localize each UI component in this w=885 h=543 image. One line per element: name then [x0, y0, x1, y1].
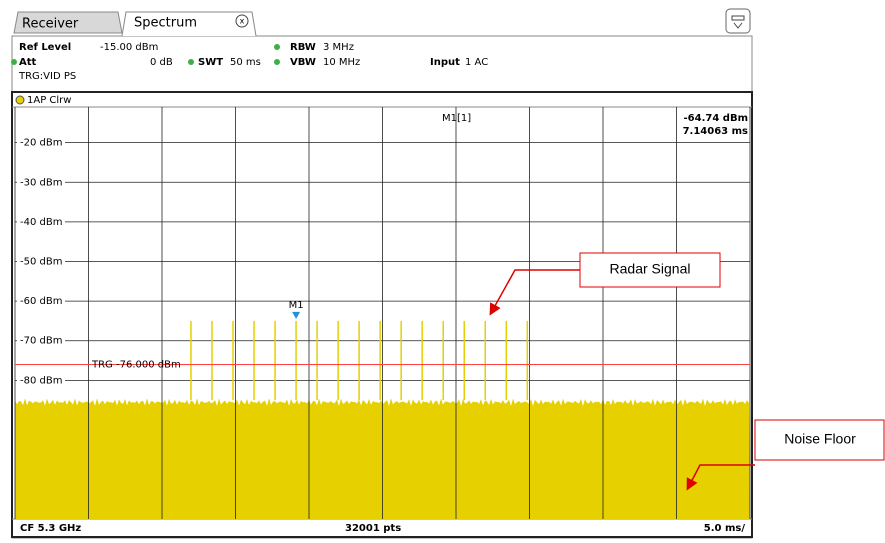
- plot-frame: [11, 91, 753, 538]
- y-tick-label: -40 dBm: [20, 217, 62, 228]
- y-tick-label: -30 dBm: [20, 177, 62, 188]
- marker-label: M1: [289, 300, 304, 311]
- value: 0 dB: [150, 57, 173, 68]
- y-tick-label: -80 dBm: [20, 375, 62, 386]
- y-tick-label: -20 dBm: [20, 138, 62, 149]
- value: -15.00 dBm: [100, 42, 158, 53]
- tab-close[interactable]: [235, 14, 249, 28]
- label: RBW: [290, 42, 316, 53]
- tab-label: Receiver: [22, 17, 79, 32]
- tab-spectrum[interactable]: [121, 11, 257, 37]
- dot: [188, 59, 194, 65]
- label: Input: [430, 57, 460, 68]
- footer-pts: 32001 pts: [345, 523, 401, 534]
- label: SWT: [198, 57, 223, 68]
- trace-label: 1AP Clrw: [27, 95, 71, 106]
- footer-span: 5.0 ms/: [704, 523, 746, 534]
- value: 50 ms: [230, 57, 261, 68]
- callout-arrow: [686, 464, 755, 491]
- value: 10 MHz: [323, 57, 360, 68]
- label-bg: [17, 373, 65, 388]
- callout-arrow: [489, 269, 580, 316]
- value: 3 MHz: [323, 42, 354, 53]
- label-bg: [17, 254, 65, 269]
- trigger-label: TRG -76.000 dBm: [91, 360, 181, 371]
- callout-box: [754, 419, 885, 461]
- value: 1 AC: [465, 57, 488, 68]
- label: Ref Level: [19, 42, 71, 53]
- trigger-info: TRG:VID PS: [18, 71, 76, 82]
- trace-dot: [15, 95, 25, 105]
- menu-icon: [731, 15, 745, 29]
- marker-value: -64.74 dBm: [684, 113, 748, 124]
- label-bg: [17, 294, 65, 309]
- tab-receiver[interactable]: [13, 11, 123, 34]
- menu-button[interactable]: [725, 8, 751, 34]
- y-tick-label: -60 dBm: [20, 296, 62, 307]
- callout-box: [579, 252, 721, 288]
- marker: [292, 311, 301, 319]
- marker-readout: M1[1]: [442, 113, 471, 124]
- dot: [11, 59, 17, 65]
- callout-text: Radar Signal: [610, 261, 691, 277]
- label-bg: [17, 175, 65, 190]
- footer-cf: CF 5.3 GHz: [20, 523, 81, 534]
- label-bg: [17, 333, 65, 348]
- label: Att: [19, 57, 37, 68]
- y-tick-label: -50 dBm: [20, 257, 62, 268]
- label-bg: [17, 135, 65, 150]
- y-tick-label: -70 dBm: [20, 336, 62, 347]
- label-bg: [17, 214, 65, 229]
- plot: -20 dBm -30 dBm -40 dBm -50 dBm -60 dBm -70 d…: [14, 107, 751, 519]
- marker-time: 7.14063 ms: [683, 126, 748, 137]
- close-label: x: [240, 17, 245, 26]
- dot: [274, 44, 280, 50]
- label: VBW: [290, 57, 316, 68]
- tab-label: Spectrum: [134, 16, 197, 31]
- dot: [274, 59, 280, 65]
- callout-text: Noise Floor: [784, 431, 856, 447]
